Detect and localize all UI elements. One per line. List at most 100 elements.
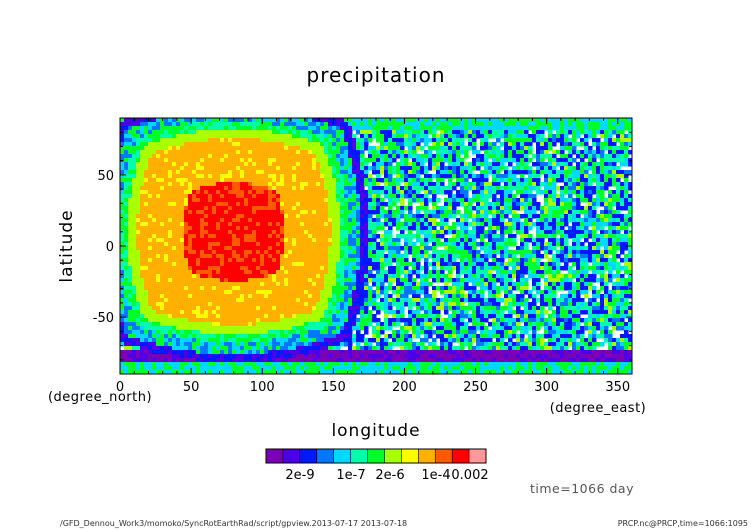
heatmap-cell [300, 282, 305, 287]
heatmap-cell [536, 222, 541, 227]
heatmap-cell [440, 206, 445, 211]
heatmap-cell [336, 242, 341, 247]
heatmap-cell [468, 186, 473, 191]
heatmap-cell [220, 202, 225, 207]
heatmap-cell [340, 238, 345, 243]
heatmap-cell [128, 242, 133, 247]
heatmap-cell [240, 230, 245, 235]
heatmap-cell [584, 138, 589, 143]
heatmap-cell [568, 202, 573, 207]
heatmap-cell [256, 190, 261, 195]
heatmap-cell [392, 122, 397, 127]
heatmap-cell [344, 194, 349, 199]
heatmap-cell [432, 210, 437, 215]
heatmap-cell [296, 238, 301, 243]
heatmap-cell [304, 254, 309, 259]
heatmap-cell [576, 230, 581, 235]
heatmap-cell [228, 154, 233, 159]
heatmap-cell [188, 122, 193, 127]
heatmap-cell [228, 150, 233, 155]
heatmap-cell [300, 258, 305, 263]
heatmap-cell [456, 262, 461, 267]
heatmap-cell [328, 186, 333, 191]
heatmap-cell [288, 126, 293, 131]
heatmap-cell [512, 206, 517, 211]
heatmap-cell [380, 134, 385, 139]
heatmap-cell [544, 218, 549, 223]
heatmap-cell [416, 186, 421, 191]
heatmap-cell [316, 130, 321, 135]
heatmap-cell [464, 214, 469, 219]
heatmap-cell [628, 242, 633, 247]
heatmap-cell [336, 226, 341, 231]
heatmap-cell [332, 170, 337, 175]
heatmap-cell [560, 178, 565, 183]
heatmap-cell [580, 150, 585, 155]
heatmap-cell [192, 154, 197, 159]
heatmap-cell [380, 178, 385, 183]
heatmap-cell [140, 186, 145, 191]
heatmap-cell [144, 118, 149, 123]
heatmap-cell [180, 218, 185, 223]
heatmap-cell [308, 126, 313, 131]
heatmap-cell [216, 250, 221, 255]
heatmap-cell [460, 214, 465, 219]
heatmap-cell [460, 194, 465, 199]
heatmap-cell [296, 134, 301, 139]
heatmap-cell [344, 218, 349, 223]
heatmap-cell [376, 138, 381, 143]
heatmap-cell [512, 182, 517, 187]
heatmap-cell [208, 274, 213, 279]
heatmap-cell [548, 226, 553, 231]
heatmap-cell [324, 222, 329, 227]
heatmap-cell [468, 138, 473, 143]
heatmap-cell [524, 126, 529, 131]
heatmap-cell [332, 202, 337, 207]
heatmap-cell [296, 202, 301, 207]
heatmap-cell [536, 278, 541, 283]
heatmap-cell [572, 206, 577, 211]
heatmap-cell [192, 230, 197, 235]
heatmap-cell [528, 206, 533, 211]
heatmap-cell [360, 170, 365, 175]
heatmap-cell [524, 226, 529, 231]
heatmap-cell [408, 230, 413, 235]
heatmap-cell [156, 254, 161, 259]
heatmap-cell [316, 234, 321, 239]
heatmap-cell [316, 142, 321, 147]
heatmap-cell [372, 234, 377, 239]
heatmap-cell [364, 210, 369, 215]
heatmap-cell [380, 222, 385, 227]
heatmap-cell [292, 186, 297, 191]
heatmap-cell [196, 162, 201, 167]
heatmap-cell [388, 150, 393, 155]
heatmap-cell [544, 118, 549, 123]
heatmap-cell [432, 158, 437, 163]
heatmap-cell [540, 206, 545, 211]
heatmap-cell [344, 242, 349, 247]
heatmap-cell [328, 170, 333, 175]
heatmap-cell [552, 166, 557, 171]
heatmap-cell [408, 150, 413, 155]
heatmap-cell [172, 214, 177, 219]
heatmap-cell [612, 266, 617, 271]
heatmap-cell [464, 178, 469, 183]
heatmap-cell [200, 210, 205, 215]
heatmap-cell [396, 198, 401, 203]
heatmap-cell [284, 154, 289, 159]
heatmap-cell [308, 278, 313, 283]
heatmap-cell [124, 254, 129, 259]
heatmap-cell [172, 246, 177, 251]
heatmap-cell [312, 226, 317, 231]
heatmap-cell [160, 282, 165, 287]
heatmap-cell [440, 186, 445, 191]
heatmap-cell [232, 206, 237, 211]
heatmap-cell [624, 174, 629, 179]
heatmap-cell [232, 246, 237, 251]
heatmap-cell [392, 218, 397, 223]
heatmap-cell [232, 210, 237, 215]
heatmap-cell [544, 146, 549, 151]
heatmap-cell [172, 166, 177, 171]
heatmap-cell [208, 194, 213, 199]
heatmap-cell [376, 210, 381, 215]
